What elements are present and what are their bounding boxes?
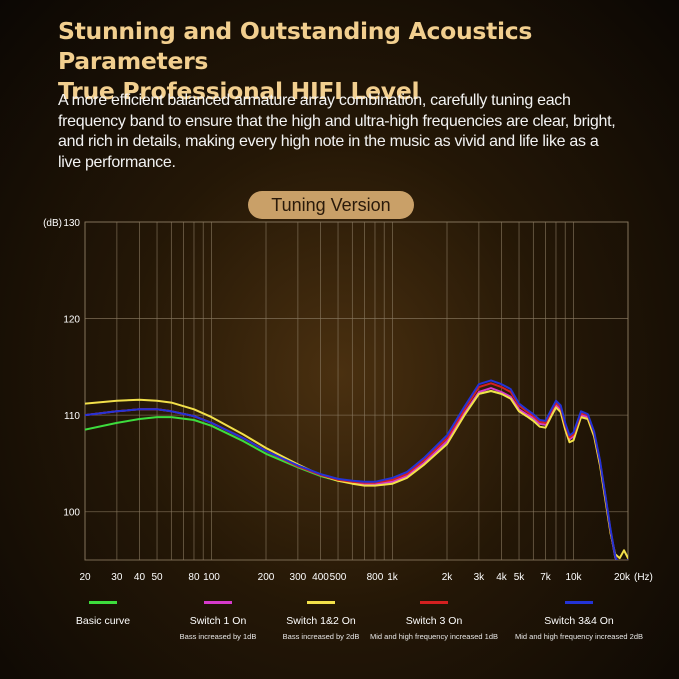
x-tick-label: 400 xyxy=(312,572,329,583)
title-line-1: Stunning and Outstanding Acoustics Param… xyxy=(58,17,533,75)
y-tick-label: 130 xyxy=(63,218,80,229)
page-title: Stunning and Outstanding Acoustics Param… xyxy=(58,16,673,106)
x-tick-label: 800 xyxy=(367,572,384,583)
x-tick-label: 100 xyxy=(203,572,220,583)
legend-item: Basic curve xyxy=(3,601,203,627)
series-line xyxy=(85,390,628,560)
x-tick-label: 5k xyxy=(514,572,526,583)
x-tick-label: 500 xyxy=(330,572,347,583)
legend-label: Switch 1 On xyxy=(189,615,247,627)
description-text: A more efficient balanced armature array… xyxy=(58,92,616,171)
x-tick-label: 20 xyxy=(79,572,91,583)
x-tick-label: 20k xyxy=(614,572,631,583)
x-axis-unit-label: (Hz) xyxy=(634,572,653,583)
x-tick-label: 7k xyxy=(540,572,552,583)
x-tick-label: 30 xyxy=(111,572,123,583)
y-tick-label: 100 xyxy=(63,508,80,519)
x-tick-label: 50 xyxy=(151,572,163,583)
title-line-2: True Professional HIFI Level xyxy=(58,77,420,105)
legend-sublabel: Mid and high frequency increased 1dB xyxy=(370,632,498,641)
x-tick-label: 4k xyxy=(496,572,508,583)
legend-label: Switch 1&2 On xyxy=(286,615,356,627)
legend-label: Switch 3&4 On xyxy=(544,615,614,627)
legend-sublabel: Mid and high frequency increased 2dB xyxy=(515,632,643,641)
legend-sublabel: Bass increased by 2dB xyxy=(282,632,360,641)
legend-label: Switch 3 On xyxy=(405,615,463,627)
legend-item: Switch 1 On Bass increased by 1dB xyxy=(118,601,318,641)
x-tick-label: 300 xyxy=(290,572,307,583)
x-tick-label: 2k xyxy=(442,572,454,583)
x-tick-label: 200 xyxy=(258,572,275,583)
legend-item: Switch 1&2 On Bass increased by 2dB xyxy=(221,601,421,641)
tuning-version-badge: Tuning Version xyxy=(248,191,414,219)
x-tick-label: 3k xyxy=(474,572,486,583)
legend-swatch xyxy=(565,601,593,604)
legend-item: Switch 3 On Mid and high frequency increa… xyxy=(334,601,534,641)
legend-swatch xyxy=(204,601,232,604)
x-tick-label: 40 xyxy=(134,572,146,583)
x-tick-label: 1k xyxy=(387,572,399,583)
y-tick-label: 120 xyxy=(63,315,80,326)
legend-item: Switch 3&4 On Mid and high frequency incr… xyxy=(479,601,679,641)
legend-sublabel: Bass increased by 1dB xyxy=(179,632,257,641)
x-tick-label: 80 xyxy=(188,572,200,583)
plot-frame xyxy=(84,221,629,561)
series-line xyxy=(85,379,628,560)
legend-swatch xyxy=(307,601,335,604)
legend-swatch xyxy=(89,601,117,604)
legend-label: Basic curve xyxy=(75,615,131,627)
y-axis-unit-label: (dB) xyxy=(43,218,62,229)
y-tick-label: 110 xyxy=(64,411,80,422)
legend-swatch xyxy=(420,601,448,604)
x-tick-label: 10k xyxy=(565,572,582,583)
